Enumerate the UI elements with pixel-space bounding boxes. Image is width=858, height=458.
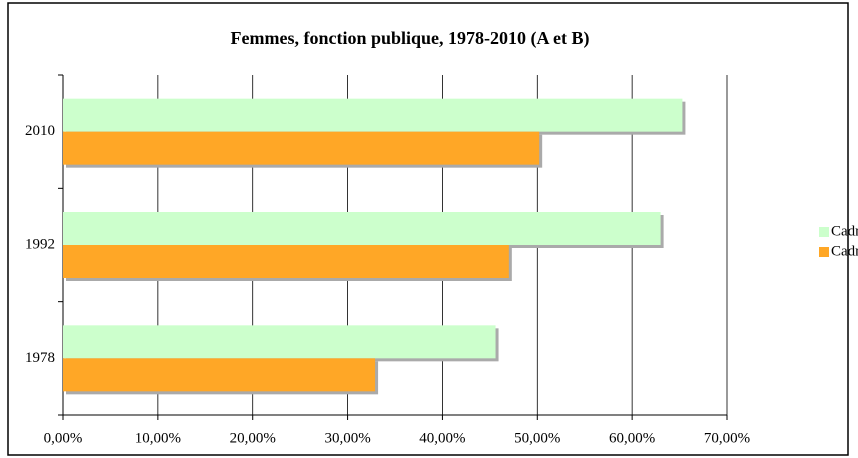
legend-swatch [819, 247, 829, 257]
chart-title: Femmes, fonction publique, 1978-2010 (A … [231, 28, 590, 49]
x-tick-label: 20,00% [230, 430, 276, 446]
bar [63, 98, 683, 132]
legend-swatch [819, 227, 829, 237]
bar [63, 358, 376, 392]
legend-label: Cadre A [831, 243, 858, 259]
x-tick-label: 10,00% [135, 430, 181, 446]
bar [63, 245, 509, 278]
legend-label: Cadre B [831, 223, 858, 239]
x-tick-label: 30,00% [324, 430, 370, 446]
x-tick-label: 40,00% [419, 430, 465, 446]
bar [63, 325, 496, 359]
y-tick-label: 2010 [25, 123, 55, 139]
y-tick-label: 1978 [25, 350, 55, 366]
x-tick-label: 50,00% [514, 430, 560, 446]
x-tick-label: 60,00% [609, 430, 655, 446]
bar [63, 212, 661, 245]
x-tick-label: 70,00% [704, 430, 750, 446]
x-tick-label: 0,00% [44, 430, 83, 446]
bar [63, 131, 540, 165]
y-tick-label: 1992 [25, 236, 55, 252]
